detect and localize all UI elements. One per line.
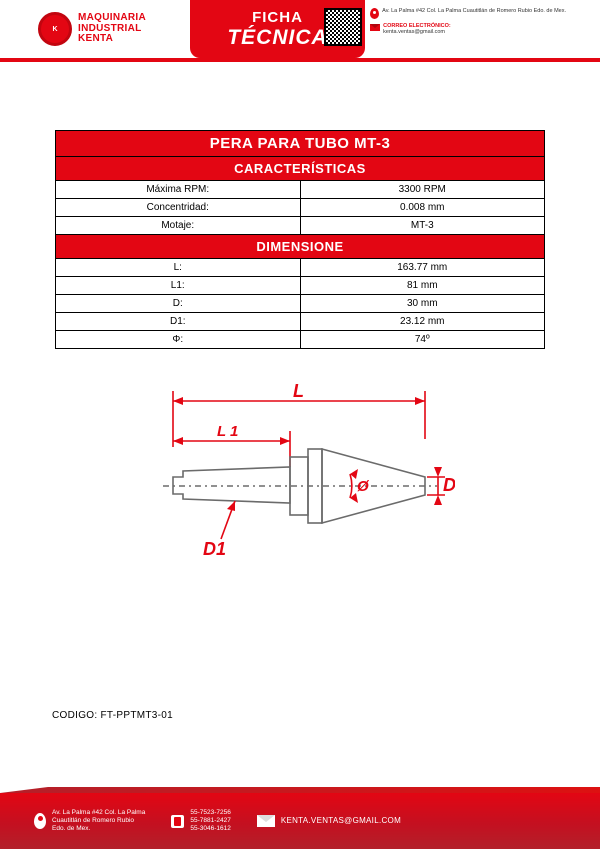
header-contacts: Av. La Palma #42 Col. La Palma Cuautitlá… bbox=[370, 8, 566, 40]
brand-logo-icon: K bbox=[38, 12, 72, 46]
table-row: L1: 81 mm bbox=[56, 277, 545, 295]
dim-label: D: bbox=[56, 295, 301, 313]
brand-text: MAQUINARIA INDUSTRIAL KENTA bbox=[78, 13, 146, 45]
dim-value: 74º bbox=[300, 331, 545, 349]
header: K MAQUINARIA INDUSTRIAL KENTA FICHA TÉCN… bbox=[0, 0, 600, 62]
table-row: L: 163.77 mm bbox=[56, 259, 545, 277]
dim-value: 30 mm bbox=[300, 295, 545, 313]
char-label: Motaje: bbox=[56, 217, 301, 235]
spec-table: PERA PARA TUBO MT-3 CARACTERÍSTICAS Máxi… bbox=[55, 130, 545, 349]
content: PERA PARA TUBO MT-3 CARACTERÍSTICAS Máxi… bbox=[0, 62, 600, 574]
char-value: MT-3 bbox=[300, 217, 545, 235]
diagram-label-L: L bbox=[293, 381, 304, 401]
diagram-label-D: D bbox=[443, 475, 455, 495]
footer-phones: 55-7523-7256 55-7881-2427 55-3046-1612 bbox=[190, 809, 230, 833]
footer-email: KENTA.VENTAS@GMAIL.COM bbox=[281, 816, 401, 826]
envelope-icon bbox=[370, 24, 380, 31]
diagram-label-L1: L 1 bbox=[217, 423, 238, 440]
footer-email-group: KENTA.VENTAS@GMAIL.COM bbox=[257, 815, 401, 827]
table-row: Concentridad: 0.008 mm bbox=[56, 199, 545, 217]
dim-label: D1: bbox=[56, 313, 301, 331]
dim-value: 23.12 mm bbox=[300, 313, 545, 331]
footer-address: Av. La Palma #42 Col. La Palma Cuautitlá… bbox=[52, 809, 145, 833]
section-dimensions: DIMENSIONE bbox=[56, 235, 545, 259]
qr-code-icon bbox=[324, 8, 362, 46]
section-characteristics: CARACTERÍSTICAS bbox=[56, 157, 545, 181]
char-value: 3300 RPM bbox=[300, 181, 545, 199]
header-address: Av. La Palma #42 Col. La Palma Cuautitlá… bbox=[382, 8, 566, 14]
dim-label: L: bbox=[56, 259, 301, 277]
brand-line3: KENTA bbox=[78, 34, 146, 45]
table-row: D1: 23.12 mm bbox=[56, 313, 545, 331]
phone-icon bbox=[171, 815, 184, 828]
location-pin-icon bbox=[34, 813, 46, 829]
envelope-icon bbox=[257, 815, 275, 827]
spec-title: PERA PARA TUBO MT-3 bbox=[56, 131, 545, 157]
header-contact-block: Av. La Palma #42 Col. La Palma Cuautitlá… bbox=[324, 8, 566, 46]
table-row: Máxima RPM: 3300 RPM bbox=[56, 181, 545, 199]
dim-value: 163.77 mm bbox=[300, 259, 545, 277]
doc-title-line2: TÉCNICA bbox=[227, 26, 327, 50]
char-label: Máxima RPM: bbox=[56, 181, 301, 199]
footer-address-group: Av. La Palma #42 Col. La Palma Cuautitlá… bbox=[34, 809, 145, 833]
diagram-label-D1: D1 bbox=[203, 539, 226, 559]
dim-label: L1: bbox=[56, 277, 301, 295]
dimension-diagram: L L 1 Ø bbox=[145, 379, 455, 574]
char-value: 0.008 mm bbox=[300, 199, 545, 217]
table-row: D: 30 mm bbox=[56, 295, 545, 313]
product-code: CODIGO: FT-PPTMT3-01 bbox=[52, 710, 173, 721]
char-label: Concentridad: bbox=[56, 199, 301, 217]
dim-label: Φ: bbox=[56, 331, 301, 349]
table-row: Motaje: MT-3 bbox=[56, 217, 545, 235]
diagram-label-phi: Ø bbox=[357, 478, 370, 495]
header-email: kenta.ventas@gmail.com bbox=[383, 29, 445, 35]
footer-phone-group: 55-7523-7256 55-7881-2427 55-3046-1612 bbox=[171, 809, 230, 833]
footer: Av. La Palma #42 Col. La Palma Cuautitlá… bbox=[0, 793, 600, 849]
brand-block: K MAQUINARIA INDUSTRIAL KENTA bbox=[38, 12, 146, 46]
dim-value: 81 mm bbox=[300, 277, 545, 295]
doc-title-line1: FICHA bbox=[252, 9, 303, 26]
table-row: Φ: 74º bbox=[56, 331, 545, 349]
location-pin-icon bbox=[370, 8, 379, 19]
